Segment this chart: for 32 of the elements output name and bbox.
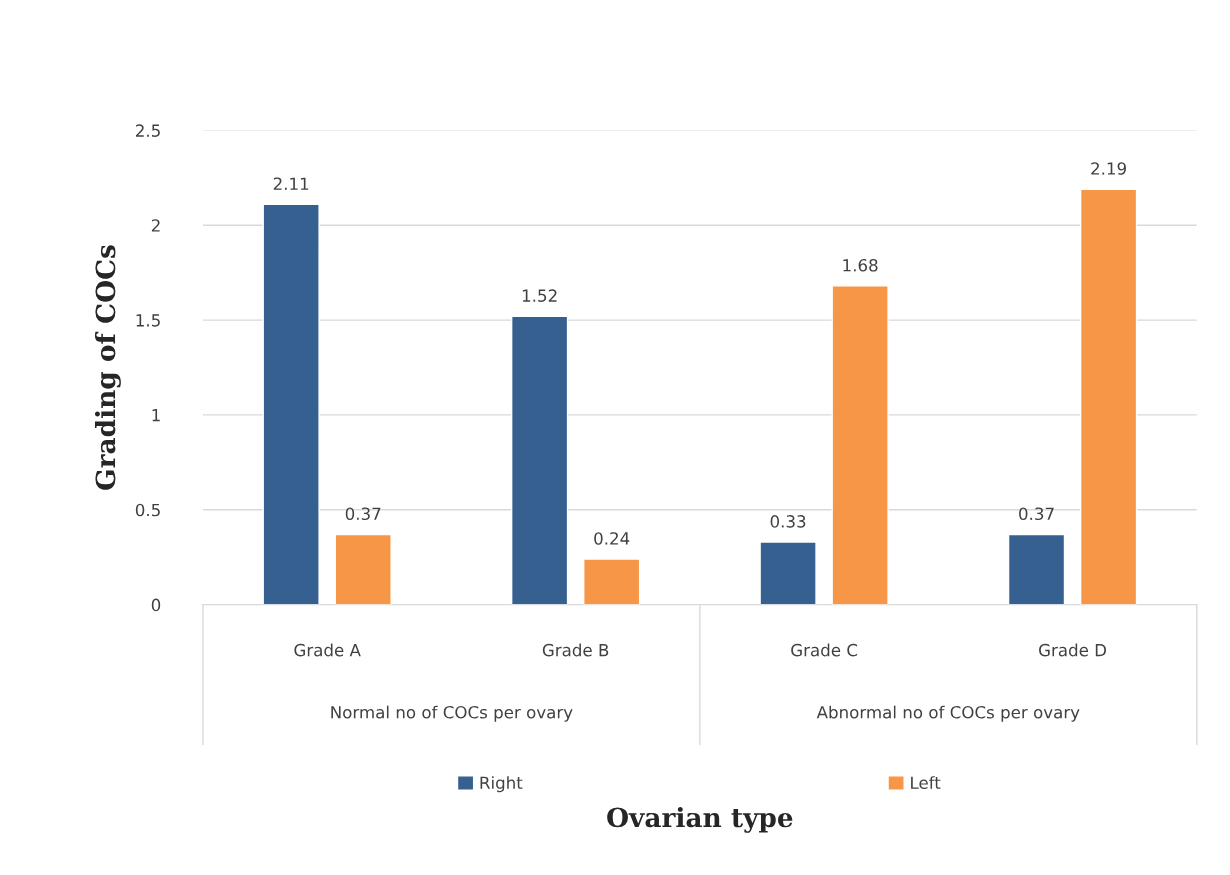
data-label: 1.68 xyxy=(843,258,878,272)
data-label: 1.52 xyxy=(522,289,557,302)
bar xyxy=(262,203,320,605)
text: Normal no of COCs per ovary xyxy=(331,705,573,722)
bar xyxy=(1007,533,1066,605)
y-tick-label: 0.5 xyxy=(135,503,160,517)
x-tick-label: Grade C xyxy=(791,643,858,657)
y-tick-label: 0 xyxy=(151,598,161,612)
x-tick-label: Grade A xyxy=(294,643,361,657)
y-tick-label: 2.5 xyxy=(136,124,160,137)
y-tick-label: 2 xyxy=(151,219,160,232)
x-tick-label: Grade D xyxy=(1039,643,1107,657)
bar xyxy=(1079,188,1138,605)
data-label: 2.11 xyxy=(273,177,309,190)
y-tick-label: 1 xyxy=(152,409,160,422)
bar xyxy=(759,541,817,605)
data-label: 2.19 xyxy=(1091,162,1126,175)
y-axis-title: Grading of COCs xyxy=(94,245,121,490)
data-label: 0.37 xyxy=(345,507,381,521)
bar xyxy=(831,285,889,605)
text: Ovarian type xyxy=(607,806,793,833)
x-tick-label: Grade B xyxy=(542,643,609,657)
y-tick-label: 1.5 xyxy=(136,314,160,327)
bar xyxy=(334,533,392,605)
bar xyxy=(510,315,569,605)
legend-label: Right xyxy=(480,776,523,793)
bar xyxy=(583,558,641,605)
data-label: 0.33 xyxy=(770,515,806,528)
data-label: 0.24 xyxy=(594,532,630,545)
text: Abnormal no of COCs per ovary xyxy=(816,705,1080,722)
data-label: 0.37 xyxy=(1019,507,1054,521)
legend-label: Left xyxy=(911,776,941,790)
